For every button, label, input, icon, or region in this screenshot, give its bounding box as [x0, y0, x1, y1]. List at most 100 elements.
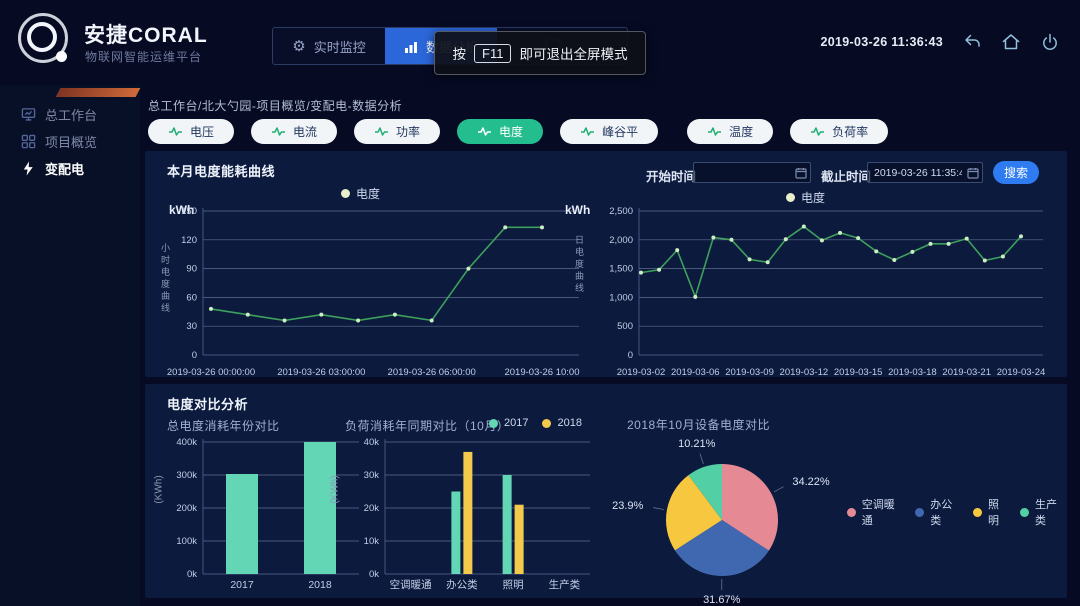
pie-chart-title: 2018年10月设备电度对比 — [627, 418, 771, 432]
pulse-icon — [811, 127, 825, 136]
legend-dot-icon — [489, 418, 498, 428]
brand-title: 安捷CORAL — [84, 24, 208, 47]
daily-energy-line-chart[interactable]: 0 500 1,000 1,500 2,000 2,500 2019-03-02 2019-0… — [601, 205, 1055, 381]
tab-power[interactable]: 功率 — [354, 119, 441, 144]
svg-text:生产类: 生产类 — [549, 578, 581, 591]
back-arrow-icon — [965, 34, 980, 47]
sidebar-item-label: 项目概览 — [45, 135, 98, 150]
hourly-chart-legend[interactable]: 电度 — [341, 185, 380, 202]
tab-label: 负荷率 — [832, 125, 869, 139]
legend-label: 生产类 — [1034, 499, 1057, 527]
home-button[interactable] — [1001, 32, 1021, 52]
legend-lighting[interactable]: 照明 — [973, 496, 1009, 528]
svg-text:100k: 100k — [176, 536, 197, 547]
svg-text:办公类: 办公类 — [446, 578, 478, 591]
grouped-bar-ylabel: (KWh) — [329, 475, 341, 504]
yearly-energy-bar-chart[interactable]: 0k 100k 200k 300k 400k 2017 2018 — [171, 434, 367, 592]
end-time-input[interactable] — [867, 162, 983, 183]
tab-label: 峰谷平 — [602, 125, 639, 139]
svg-text:60: 60 — [186, 292, 197, 303]
pulse-icon — [169, 127, 182, 136]
legend-dot-icon — [341, 189, 350, 198]
svg-text:20k: 20k — [364, 503, 380, 514]
f11-key-badge: F11 — [474, 43, 512, 63]
brand-logo — [18, 13, 74, 69]
tab-temperature[interactable]: 温度 — [687, 119, 774, 144]
svg-text:90: 90 — [186, 264, 197, 275]
pulse-icon — [272, 127, 286, 136]
sidebar-item-workbench[interactable]: 总工作台 — [0, 101, 140, 128]
pulse-icon — [708, 127, 722, 136]
legend-label: 2017 — [504, 417, 529, 429]
hourly-axis-name: 小时电度曲线 — [160, 243, 170, 315]
header: 安捷CORAL 物联网智能运维平台 ⚙ 实时监控 数据分析 — [0, 0, 1080, 85]
header-actions: 2019-03-26 11:36:43 — [821, 32, 1060, 52]
legend-2018[interactable]: 2018 — [542, 417, 582, 429]
svg-text:2019-03-26 10:00: 2019-03-26 10:00 — [504, 367, 579, 378]
pulse-icon — [478, 127, 492, 136]
sidebar: 总工作台 项目概览 变配电 — [0, 85, 141, 606]
legend-label: 电度 — [801, 191, 826, 205]
device-energy-pie-chart[interactable]: 34.22% 31.67% 23.9% 10.21% — [612, 430, 830, 606]
legend-label: 照明 — [987, 499, 999, 527]
tab-current[interactable]: 电流 — [251, 119, 338, 144]
nav-item-realtime-monitor[interactable]: ⚙ 实时监控 — [273, 28, 385, 64]
tab-label: 电流 — [293, 125, 318, 139]
breadcrumb: 总工作台/北大勺园-项目概览/变配电-数据分析 — [148, 99, 403, 113]
yearly-bar-ylabel: (KWh) — [153, 475, 165, 504]
legend-2017[interactable]: 2017 — [489, 417, 528, 429]
svg-text:30: 30 — [186, 321, 197, 332]
grouped-bar-title: 负荷消耗年同期对比（10月） — [345, 419, 510, 433]
search-button[interactable]: 搜索 — [993, 161, 1039, 184]
toast-prefix: 按 — [452, 47, 467, 62]
legend-hvac[interactable]: 空调暖通 — [847, 496, 904, 528]
svg-text:0k: 0k — [187, 569, 197, 580]
back-button[interactable] — [962, 32, 982, 52]
energy-comparison-panel: 电度对比分析 总电度消耗年份对比 (KWh) 0k 100k 200k 300k 400… — [145, 384, 1067, 606]
calendar-icon[interactable] — [967, 166, 979, 179]
tab-voltage[interactable]: 电压 — [148, 119, 235, 144]
lightning-icon — [23, 161, 33, 176]
start-time-input[interactable] — [693, 162, 811, 183]
legend-dot-icon — [915, 507, 925, 517]
svg-text:1,500: 1,500 — [609, 264, 633, 275]
daily-chart-legend[interactable]: 电度 — [786, 189, 825, 206]
fullscreen-exit-toast: 按 F11 即可退出全屏模式 — [434, 31, 646, 75]
svg-text:300k: 300k — [176, 470, 197, 481]
svg-text:30k: 30k — [364, 470, 380, 481]
monthly-load-grouped-bar-chart[interactable]: 0k 10k 20k 30k 40k 空调暖通 办公类 照明 生产类 — [351, 434, 596, 592]
legend-label: 电度 — [356, 187, 381, 201]
legend-production[interactable]: 生产类 — [1020, 496, 1067, 528]
calendar-icon[interactable] — [795, 166, 807, 179]
legend-dot-icon — [847, 507, 856, 517]
sidebar-item-power-distribution[interactable]: 变配电 — [0, 155, 140, 182]
svg-text:2019-03-15: 2019-03-15 — [834, 367, 883, 378]
svg-text:2019-03-24: 2019-03-24 — [997, 367, 1046, 378]
logo-ring-icon — [27, 22, 57, 52]
svg-text:40k: 40k — [364, 437, 380, 448]
svg-text:2019-03-06: 2019-03-06 — [671, 367, 720, 378]
toast-suffix: 即可退出全屏模式 — [519, 47, 628, 62]
metric-tabs: 电压 电流 功率 电度 峰谷平 温度 负荷率 — [148, 119, 889, 144]
svg-text:2019-03-02: 2019-03-02 — [617, 367, 666, 378]
svg-text:10.21%: 10.21% — [678, 438, 716, 450]
legend-office[interactable]: 办公类 — [915, 496, 962, 528]
legend-dot-icon — [542, 418, 552, 428]
svg-text:照明: 照明 — [503, 579, 524, 591]
power-button[interactable] — [1040, 32, 1060, 52]
brand-subtitle: 物联网智能运维平台 — [85, 50, 203, 64]
header-datetime: 2019-03-26 11:36:43 — [820, 35, 943, 49]
tab-label: 电压 — [190, 125, 215, 139]
hourly-energy-line-chart[interactable]: 0 30 60 90 120 150 2019-03-26 00:00:00 2019-03-… — [167, 205, 593, 381]
svg-text:2017: 2017 — [230, 579, 254, 591]
daily-unit-label: kWh — [565, 203, 591, 217]
svg-text:0: 0 — [628, 350, 633, 361]
tab-energy[interactable]: 电度 — [457, 119, 544, 144]
start-time-label: 开始时间 — [646, 170, 697, 184]
sidebar-item-project-overview[interactable]: 项目概览 — [0, 128, 140, 155]
gear-icon: ⚙ — [292, 37, 306, 55]
grouped-bar-legend: 2017 2018 — [489, 417, 582, 429]
tab-peak-valley[interactable]: 峰谷平 — [560, 119, 659, 144]
svg-text:120: 120 — [181, 235, 197, 246]
tab-load-rate[interactable]: 负荷率 — [790, 119, 889, 144]
